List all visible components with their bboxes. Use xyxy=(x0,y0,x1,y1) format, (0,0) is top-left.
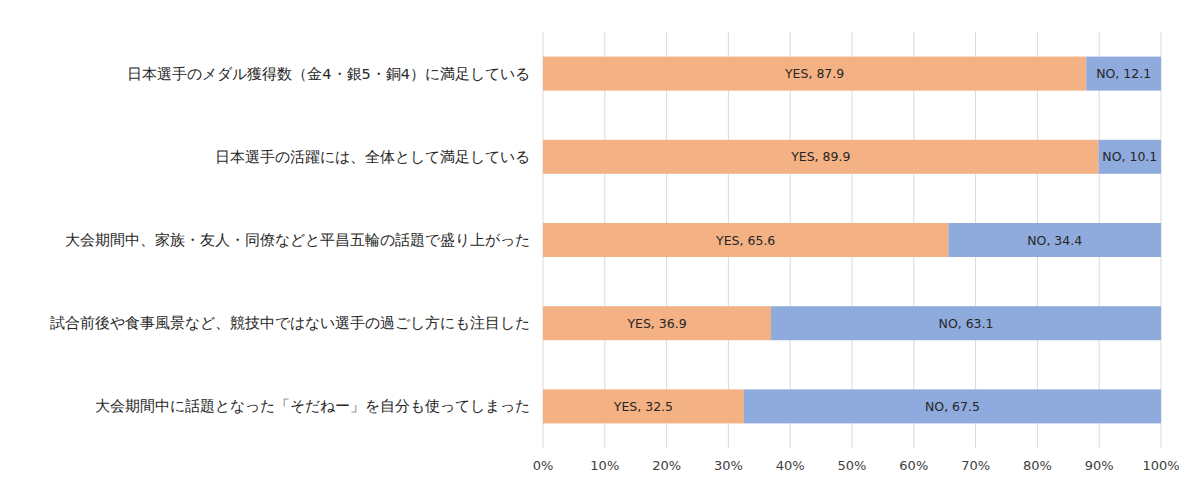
bar-segment xyxy=(744,389,1161,423)
bar-segment xyxy=(543,389,744,423)
data-label: YES, 89.9 xyxy=(790,149,850,164)
data-label: NO, 67.5 xyxy=(925,399,980,414)
bar-segment xyxy=(543,223,948,257)
grid xyxy=(543,32,1161,448)
tick-label: 0% xyxy=(533,458,554,473)
tick-label: 20% xyxy=(652,458,681,473)
bar-segment xyxy=(543,57,1086,91)
data-label: NO, 63.1 xyxy=(939,316,994,331)
tick-label: 100% xyxy=(1142,458,1179,473)
data-label: NO, 10.1 xyxy=(1102,149,1157,164)
chart-svg: 0% 10% 20% 30% 40% 50% 60% 70% 80% 90% 100% 日本選手のメダ… xyxy=(0,0,1200,488)
bar-segment xyxy=(543,306,771,340)
tick-label: 30% xyxy=(714,458,743,473)
data-label: NO, 12.1 xyxy=(1096,66,1151,81)
category-label: 試合前後や食事風景など、競技中ではない選手の過ごし方にも注目した xyxy=(50,315,530,331)
data-labels: YES, 87.9 YES, 89.9 YES, 65.6 YES, 36.9 YES,… xyxy=(613,66,1157,414)
category-label: 日本選手のメダル獲得数（金4・銀5・銅4）に満足している xyxy=(127,66,530,82)
data-label: NO, 34.4 xyxy=(1027,233,1082,248)
bar-segment xyxy=(948,223,1161,257)
bar-segment xyxy=(1099,140,1161,174)
data-label: YES, 87.9 xyxy=(784,66,844,81)
data-label: YES, 36.9 xyxy=(626,316,686,331)
tick-label: 40% xyxy=(776,458,805,473)
tick-label: 70% xyxy=(961,458,990,473)
tick-label: 60% xyxy=(899,458,928,473)
data-label: YES, 32.5 xyxy=(613,399,673,414)
category-label: 大会期間中に話題となった「そだねー」を自分も使ってしまった xyxy=(95,398,530,414)
bars xyxy=(543,57,1161,424)
tick-label: 90% xyxy=(1085,458,1114,473)
tick-label: 50% xyxy=(838,458,867,473)
category-label: 日本選手の活躍には、全体として満足している xyxy=(215,149,530,165)
tick-label: 10% xyxy=(590,458,619,473)
bar-segment xyxy=(543,140,1099,174)
bar-segment xyxy=(1086,57,1161,91)
tick-label: 80% xyxy=(1023,458,1052,473)
bar-segment xyxy=(771,306,1161,340)
category-label: 大会期間中、家族・友人・同僚などと平昌五輪の話題で盛り上がった xyxy=(65,232,530,248)
chart-container: 0% 10% 20% 30% 40% 50% 60% 70% 80% 90% 100% 日本選手のメダ… xyxy=(0,0,1200,488)
data-label: YES, 65.6 xyxy=(715,233,775,248)
